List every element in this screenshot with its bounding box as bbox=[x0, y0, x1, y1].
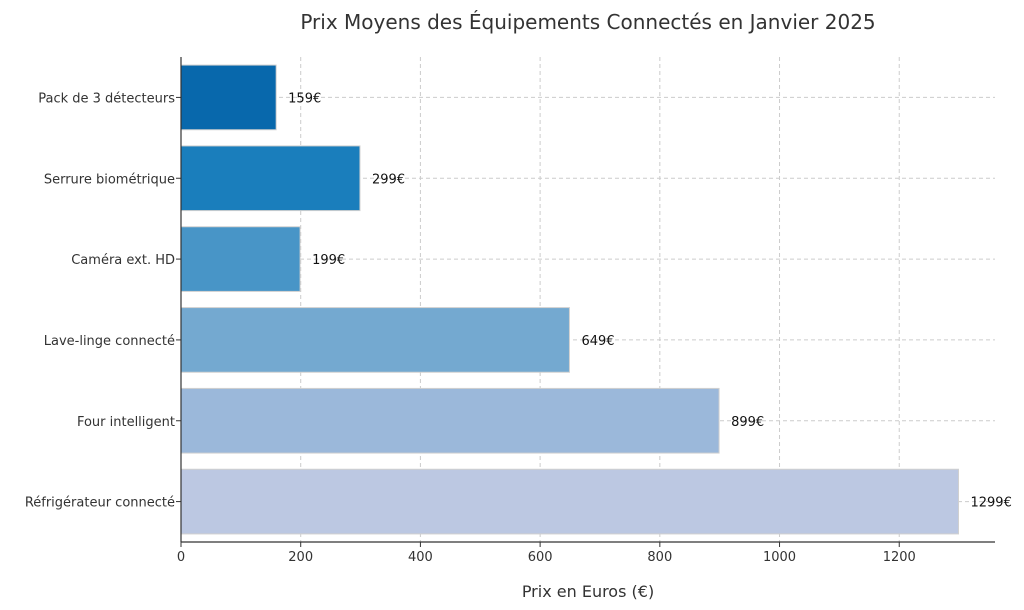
data-label: 899€ bbox=[731, 415, 764, 430]
x-tick-label: 800 bbox=[647, 550, 672, 565]
data-label: 1299€ bbox=[970, 496, 1011, 511]
data-label: 199€ bbox=[312, 253, 345, 268]
bar bbox=[180, 226, 301, 292]
x-tick-label: 200 bbox=[288, 550, 313, 565]
data-label: 649€ bbox=[581, 334, 614, 349]
bar bbox=[180, 307, 570, 373]
x-tick-label: 0 bbox=[177, 550, 185, 565]
x-tick-label: 600 bbox=[528, 550, 553, 565]
x-tick-label: 400 bbox=[408, 550, 433, 565]
category-label: Four intelligent bbox=[77, 415, 175, 430]
chart-title: Prix Moyens des Équipements Connectés en… bbox=[300, 10, 875, 34]
category-label: Réfrigérateur connecté bbox=[25, 496, 175, 511]
bar bbox=[180, 387, 720, 454]
x-tick-label: 1200 bbox=[883, 550, 916, 565]
data-label: 299€ bbox=[372, 172, 405, 187]
category-label: Lave-linge connecté bbox=[44, 334, 175, 349]
axes-layer: 0 200 400 600 800 1000 1200 Pack de 3 détecteur… bbox=[25, 57, 995, 565]
bars-layer: 159€ 299€ 199€ 649€ 899€ 1299€ bbox=[180, 64, 1012, 535]
bar bbox=[180, 145, 361, 212]
category-label: Serrure biométrique bbox=[44, 172, 175, 187]
x-tick-label: 1000 bbox=[763, 550, 796, 565]
data-label: 159€ bbox=[288, 91, 321, 106]
x-axis-label: Prix en Euros (€) bbox=[522, 582, 654, 601]
bar bbox=[180, 468, 959, 535]
bar bbox=[180, 64, 277, 131]
category-label: Caméra ext. HD bbox=[71, 253, 175, 268]
category-label: Pack de 3 détecteurs bbox=[38, 91, 175, 106]
